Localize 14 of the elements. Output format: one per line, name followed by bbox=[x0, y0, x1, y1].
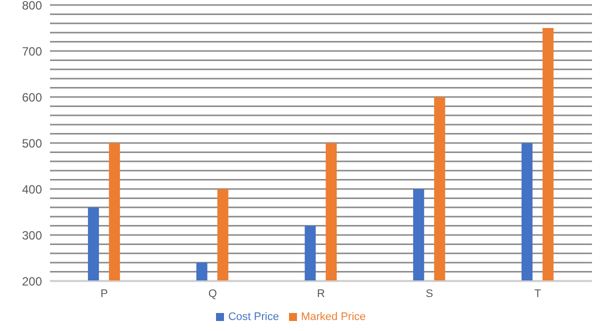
y-tick-label: 500 bbox=[22, 136, 42, 150]
x-tick-label: R bbox=[317, 288, 326, 300]
y-tick-label: 400 bbox=[22, 182, 42, 196]
y-tick-label: 300 bbox=[22, 228, 42, 242]
y-tick-label: 600 bbox=[22, 90, 42, 104]
legend-label: Cost Price bbox=[228, 311, 279, 323]
y-tick-label: 700 bbox=[22, 44, 42, 58]
x-tick-label: P bbox=[100, 288, 108, 300]
x-tick-label: Q bbox=[208, 288, 218, 300]
x-tick-label: T bbox=[534, 288, 542, 300]
y-tick-label: 200 bbox=[22, 274, 42, 288]
x-tick-label: S bbox=[426, 288, 434, 300]
legend-label: Marked Price bbox=[300, 311, 366, 323]
y-tick-label: 800 bbox=[22, 0, 42, 12]
